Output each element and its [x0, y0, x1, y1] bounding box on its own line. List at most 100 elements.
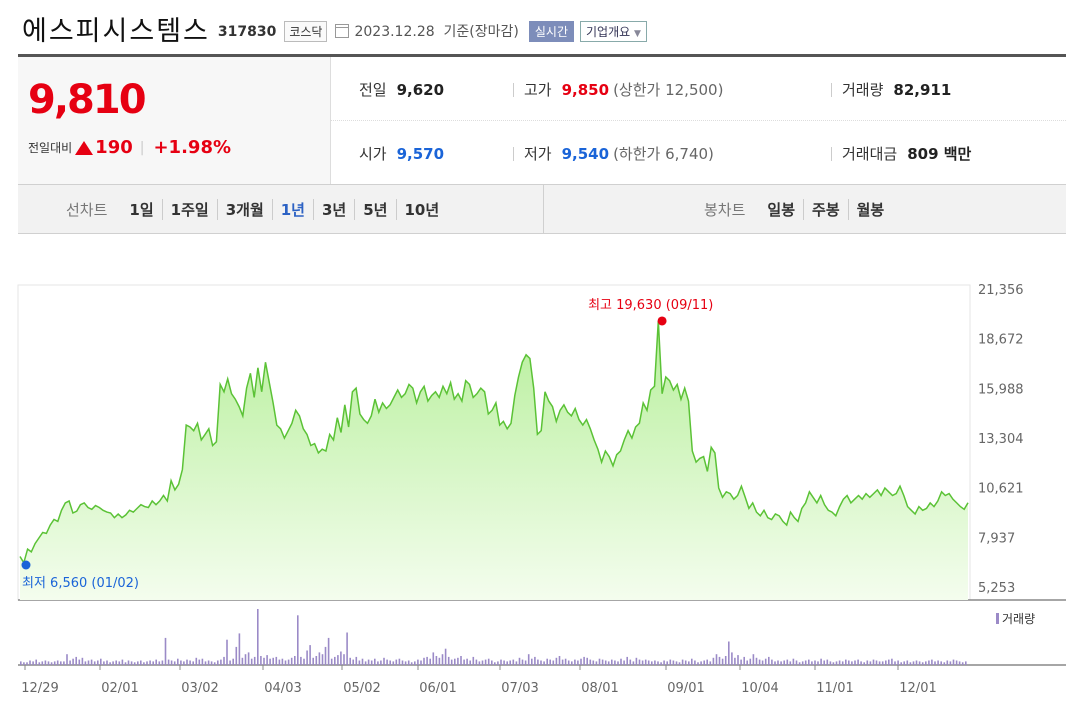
- volume-bar: [943, 662, 946, 665]
- high-point-marker: [657, 316, 667, 326]
- volume-bar: [192, 661, 194, 665]
- volume-bar: [543, 661, 545, 665]
- volume-bar: [792, 658, 795, 665]
- volume-bar: [961, 662, 964, 665]
- volume-bar: [306, 650, 308, 665]
- x-tick-label: 09/01: [667, 681, 704, 696]
- line-tab-1[interactable]: 1주일: [161, 199, 217, 220]
- volume-bar: [571, 661, 573, 665]
- volume-bar: [795, 660, 798, 665]
- volume-bar: [718, 656, 721, 665]
- volume-bar: [167, 659, 170, 665]
- volume-bar: [928, 660, 930, 665]
- volume-bar: [389, 660, 391, 665]
- volume-bar: [469, 660, 471, 665]
- volume-bar: [620, 658, 622, 665]
- volume-bar: [672, 660, 675, 665]
- volume-legend-label: 거래량: [1002, 612, 1035, 626]
- volume-bar: [918, 661, 921, 665]
- volume-bar: [398, 658, 401, 665]
- volume-bar: [20, 661, 22, 665]
- volume-bar: [260, 656, 262, 665]
- volume-bar: [607, 661, 610, 665]
- volume-bar: [694, 660, 696, 665]
- volume-bar: [53, 661, 56, 665]
- volume-bar: [370, 660, 373, 665]
- volume-bar: [253, 656, 256, 665]
- realtime-button[interactable]: 실시간: [528, 20, 574, 42]
- volume-bar: [731, 652, 733, 665]
- volume-legend-swatch: [996, 613, 999, 624]
- volume-bar: [740, 659, 742, 665]
- change-value: 190: [95, 137, 133, 158]
- volume: 거래량 82,911: [831, 79, 951, 100]
- volume-bar: [715, 654, 718, 665]
- candle-chart-label: 봉차트: [704, 201, 746, 219]
- volume-bar: [75, 656, 77, 665]
- volume-bar: [210, 661, 213, 665]
- market-badge: 코스닥: [284, 20, 328, 42]
- volume-bar: [346, 632, 348, 665]
- volume-bar: [152, 661, 154, 665]
- volume-bar: [414, 661, 416, 665]
- volume-bar: [863, 662, 865, 665]
- volume-bar: [829, 661, 832, 665]
- y-tick-label: 18,672: [978, 333, 1024, 348]
- volume-bar: [318, 652, 321, 665]
- line-tab-3[interactable]: 1년: [271, 199, 313, 220]
- low-value: 9,540: [561, 144, 610, 163]
- volume-bar: [681, 659, 684, 665]
- volume-bar: [177, 658, 179, 665]
- candle-tab-2[interactable]: 월봉: [847, 199, 893, 220]
- line-tab-2[interactable]: 3개월: [216, 199, 272, 220]
- volume-bar: [217, 660, 219, 665]
- volume-bar: [81, 657, 84, 665]
- volume-bar: [315, 656, 318, 665]
- volume-bar: [629, 659, 632, 665]
- volume-bar: [878, 661, 881, 665]
- volume-bar: [734, 657, 736, 665]
- volume-bar: [118, 661, 121, 665]
- volume-bar: [820, 658, 822, 665]
- volume-bar: [534, 656, 536, 665]
- volume-bar: [213, 662, 216, 665]
- header-divider: [18, 54, 1066, 57]
- line-tab-0[interactable]: 1일: [129, 201, 154, 219]
- volume-bar: [63, 661, 65, 665]
- volume-bar: [23, 662, 25, 665]
- volume-bar: [635, 657, 638, 665]
- volume-bar: [644, 659, 647, 665]
- volume-bar: [706, 659, 708, 665]
- volume-bar: [623, 660, 625, 665]
- line-tab-6[interactable]: 10년: [395, 199, 448, 220]
- volume-bar: [337, 655, 339, 665]
- volume-bar: [361, 658, 364, 665]
- company-overview-dropdown[interactable]: 기업개요 ▼: [579, 20, 647, 42]
- volume-bar: [195, 657, 198, 665]
- volume-bar: [278, 659, 281, 665]
- volume-bar: [577, 660, 579, 665]
- volume-bar: [404, 661, 407, 665]
- volume-bar: [761, 660, 764, 665]
- volume-bar: [915, 660, 918, 665]
- candle-tab-1[interactable]: 주봉: [803, 199, 848, 220]
- volume-bar: [330, 658, 333, 665]
- volume-bar: [484, 659, 487, 665]
- line-tab-4[interactable]: 3년: [313, 199, 354, 220]
- volume-bar: [586, 657, 588, 665]
- volume-bar: [72, 658, 74, 665]
- volume-bar: [426, 656, 428, 665]
- candle-tab-0[interactable]: 일봉: [767, 201, 796, 219]
- volume-bar: [589, 659, 592, 665]
- volume-bar: [900, 662, 902, 665]
- volume-bar: [934, 661, 936, 665]
- line-tab-5[interactable]: 5년: [354, 199, 395, 220]
- x-tick-label: 12/29: [21, 681, 58, 696]
- volume-bar: [355, 656, 358, 665]
- volume-bar: [540, 660, 542, 665]
- trade-amount: 거래대금 809 백만: [831, 143, 971, 164]
- volume-bar: [841, 661, 844, 665]
- volume-bar: [555, 657, 558, 665]
- volume-bar: [906, 660, 909, 665]
- volume-bar: [432, 652, 435, 665]
